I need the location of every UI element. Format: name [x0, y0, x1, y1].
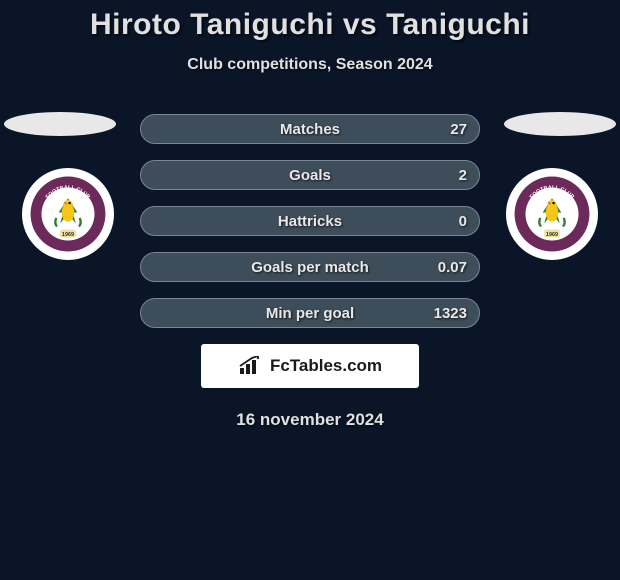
- stats-rows: Matches 27 Goals 2 Hattricks 0 Goals per…: [140, 112, 480, 328]
- stat-right-value: 2: [459, 167, 467, 184]
- stat-row-gpm: Goals per match 0.07: [140, 252, 480, 282]
- stat-label: Goals: [289, 167, 331, 184]
- brand-text: FcTables.com: [270, 356, 382, 376]
- club-logo-right: 1969 FOOTBALL CLUB: [506, 168, 598, 260]
- date-label: 16 november 2024: [0, 410, 620, 430]
- stat-row-goals: Goals 2: [140, 160, 480, 190]
- svg-text:1969: 1969: [62, 232, 74, 238]
- stat-right-value: 0: [459, 213, 467, 230]
- page-title: Hiroto Taniguchi vs Taniguchi: [0, 8, 620, 42]
- stat-row-hattricks: Hattricks 0: [140, 206, 480, 236]
- svg-text:1969: 1969: [546, 232, 558, 238]
- page-subtitle: Club competitions, Season 2024: [0, 56, 620, 74]
- root: Hiroto Taniguchi vs Taniguchi Club compe…: [0, 0, 620, 430]
- club-logo-left: 1969 FOOTBALL CLUB: [22, 168, 114, 260]
- club-badge-icon: 1969 FOOTBALL CLUB: [29, 175, 107, 253]
- stat-right-value: 0.07: [438, 259, 467, 276]
- stat-right-value: 1323: [434, 305, 467, 322]
- stats-area: 1969 FOOTBALL CLUB 1969 FOOTBALL CLUB: [0, 112, 620, 430]
- player-slot-right: [504, 112, 616, 136]
- stat-label: Goals per match: [251, 259, 369, 276]
- brand-box[interactable]: FcTables.com: [201, 344, 419, 388]
- stat-row-mpg: Min per goal 1323: [140, 298, 480, 328]
- player-slot-left: [4, 112, 116, 136]
- stat-label: Matches: [280, 121, 340, 138]
- stat-label: Hattricks: [278, 213, 342, 230]
- stat-label: Min per goal: [266, 305, 354, 322]
- stat-row-matches: Matches 27: [140, 114, 480, 144]
- club-badge-icon: 1969 FOOTBALL CLUB: [513, 175, 591, 253]
- stat-right-value: 27: [450, 121, 467, 138]
- bar-chart-icon: [238, 356, 264, 376]
